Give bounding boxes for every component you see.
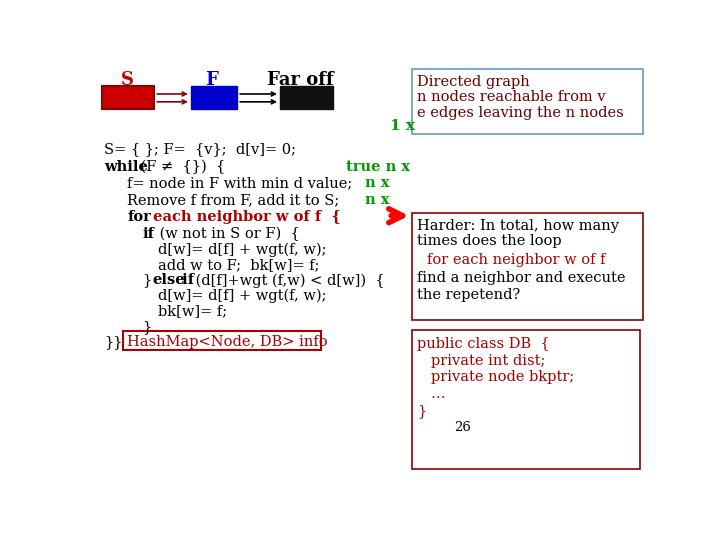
Text: bk[w]= f;: bk[w]= f; [158, 304, 228, 318]
Text: Directed graph: Directed graph [417, 75, 530, 89]
Text: times does the loop: times does the loop [417, 234, 562, 248]
Text: (w not in S or F)  {: (w not in S or F) { [155, 227, 300, 241]
Text: private int dist;: private int dist; [431, 354, 545, 368]
Text: n x: n x [365, 193, 390, 207]
Text: e edges leaving the n nodes: e edges leaving the n nodes [417, 106, 624, 120]
Text: if: if [177, 273, 194, 287]
Text: }: } [417, 404, 426, 418]
Text: Remove f from F, add it to S;: Remove f from F, add it to S; [127, 193, 339, 207]
Text: 1 x: 1 x [390, 119, 415, 133]
Text: f= node in F with min d value;: f= node in F with min d value; [127, 177, 353, 191]
Text: (F ≠  {})  {: (F ≠ {}) { [136, 159, 225, 174]
Text: }}: }} [104, 335, 122, 349]
Text: if: if [143, 227, 155, 241]
Text: public class DB  {: public class DB { [417, 336, 549, 350]
Text: find a neighbor and execute: find a neighbor and execute [417, 271, 626, 285]
Text: else: else [152, 273, 184, 287]
Text: while: while [104, 159, 148, 173]
Text: n nodes reachable from v: n nodes reachable from v [417, 90, 606, 104]
Bar [412, 69, 642, 134]
Text: …: … [431, 387, 446, 401]
Text: HashMap<Node, DB> info: HashMap<Node, DB> info [127, 335, 328, 349]
Text: d[w]= d[f] + wgt(f, w);: d[w]= d[f] + wgt(f, w); [158, 242, 327, 257]
Text: (d[f]+wgt (f,w) < d[w])  {: (d[f]+wgt (f,w) < d[w]) { [191, 273, 384, 288]
Bar [412, 213, 642, 320]
Text: F: F [204, 71, 217, 89]
Text: d[w]= d[f] + wgt(f, w);: d[w]= d[f] + wgt(f, w); [158, 289, 327, 303]
Bar [123, 331, 321, 350]
Text: the repetend?: the repetend? [417, 288, 521, 302]
Bar [280, 86, 333, 110]
Text: add w to F;  bk[w]= f;: add w to F; bk[w]= f; [158, 258, 320, 272]
Text: for each neighbor w of f: for each neighbor w of f [427, 253, 606, 267]
Text: for: for [127, 211, 151, 224]
Text: n x: n x [365, 177, 390, 191]
Text: }: } [143, 320, 152, 334]
Text: private node bkptr;: private node bkptr; [431, 370, 575, 384]
Bar [102, 86, 154, 110]
Text: S= { }; F=  {v};  d[v]= 0;: S= { }; F= {v}; d[v]= 0; [104, 142, 296, 156]
Text: Harder: In total, how many: Harder: In total, how many [417, 219, 619, 233]
Bar [412, 330, 640, 469]
Bar [191, 86, 238, 110]
Text: Far off: Far off [266, 71, 333, 89]
Text: true n x: true n x [346, 159, 410, 173]
Text: S: S [121, 71, 134, 89]
Text: 26: 26 [454, 421, 471, 434]
Text: }: } [143, 273, 156, 287]
Text: each neighbor w of f  {: each neighbor w of f { [148, 211, 341, 224]
